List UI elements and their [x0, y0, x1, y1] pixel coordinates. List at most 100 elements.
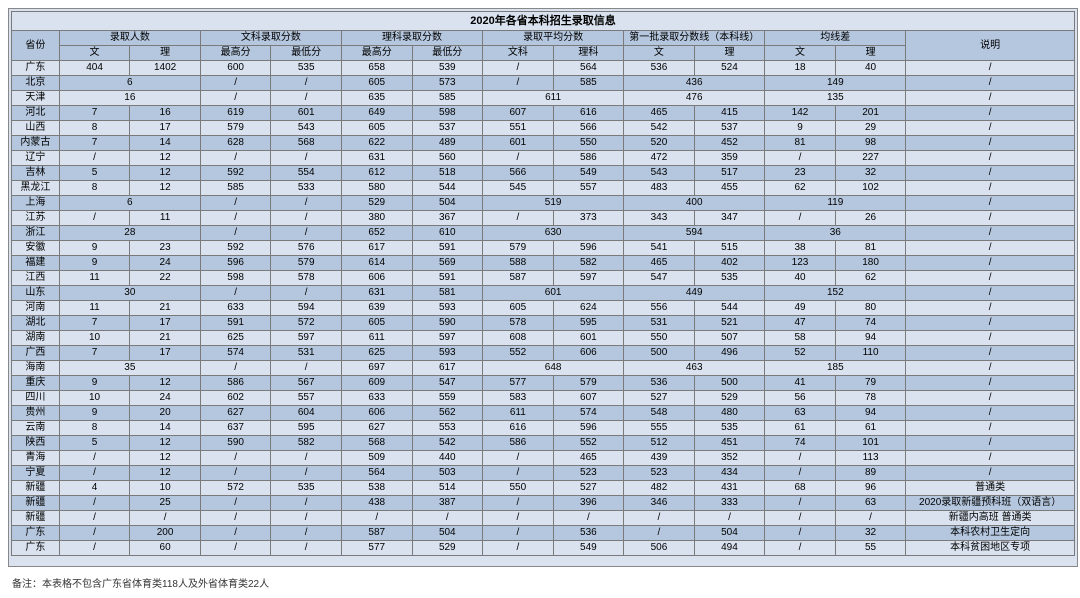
- cell: 396: [553, 496, 624, 511]
- sub-sci-max: 最高分: [341, 46, 412, 61]
- cell: /: [765, 511, 836, 526]
- cell: /: [59, 526, 130, 541]
- cell: 359: [694, 151, 765, 166]
- cell: 652: [341, 226, 412, 241]
- cell: 11: [59, 301, 130, 316]
- cell: 523: [553, 466, 624, 481]
- cell: /: [906, 331, 1075, 346]
- cell: 上海: [12, 196, 60, 211]
- cell: 529: [412, 541, 483, 556]
- cell: 青海: [12, 451, 60, 466]
- cell: 本科贫困地区专项: [906, 541, 1075, 556]
- cell: 47: [765, 316, 836, 331]
- cell: 606: [341, 406, 412, 421]
- cell: /: [765, 466, 836, 481]
- cell: 567: [271, 376, 342, 391]
- cell: 200: [130, 526, 201, 541]
- cell: 619: [200, 106, 271, 121]
- footnote: 备注：本表格不包含广东省体育类118人及外省体育类22人: [8, 575, 1072, 590]
- cell: 5: [59, 436, 130, 451]
- cell: 463: [624, 361, 765, 376]
- cell: 591: [200, 316, 271, 331]
- cell: /: [200, 541, 271, 556]
- cell: 550: [483, 481, 554, 496]
- cell: 593: [412, 346, 483, 361]
- cell: 611: [483, 91, 624, 106]
- cell: /: [906, 226, 1075, 241]
- table-row: 福建924596579614569588582465402123180/: [12, 256, 1075, 271]
- cell: /: [906, 286, 1075, 301]
- cell: /: [906, 121, 1075, 136]
- cell: 185: [765, 361, 906, 376]
- table-row: 天津16//635585611476135/: [12, 91, 1075, 106]
- cell: 347: [694, 211, 765, 226]
- cell: /: [906, 181, 1075, 196]
- cell: /: [412, 511, 483, 526]
- cell: 472: [624, 151, 695, 166]
- cell: /: [906, 376, 1075, 391]
- cell: 587: [483, 271, 554, 286]
- sub-diff-li: 理: [835, 46, 906, 61]
- cell: 611: [341, 331, 412, 346]
- cell: 578: [271, 271, 342, 286]
- cell: 4: [59, 481, 130, 496]
- cell: /: [765, 211, 836, 226]
- cell: 湖南: [12, 331, 60, 346]
- cell: 7: [59, 106, 130, 121]
- cell: 60: [130, 541, 201, 556]
- cell: 630: [483, 226, 624, 241]
- cell: 81: [765, 136, 836, 151]
- cell: 535: [271, 481, 342, 496]
- cell: 12: [130, 151, 201, 166]
- cell: 149: [765, 76, 906, 91]
- cell: 9: [59, 376, 130, 391]
- cell: 548: [624, 406, 695, 421]
- cell: 8: [59, 421, 130, 436]
- cell: 568: [341, 436, 412, 451]
- cell: 402: [694, 256, 765, 271]
- cell: 566: [553, 121, 624, 136]
- cell: 400: [624, 196, 765, 211]
- cell: 598: [200, 271, 271, 286]
- cell: /: [906, 106, 1075, 121]
- cell: 535: [694, 421, 765, 436]
- cell: 583: [483, 391, 554, 406]
- cell: 582: [271, 436, 342, 451]
- cell: 596: [553, 421, 624, 436]
- cell: 河北: [12, 106, 60, 121]
- cell: /: [483, 496, 554, 511]
- cell: /: [271, 511, 342, 526]
- cell: 68: [765, 481, 836, 496]
- cell: 504: [412, 526, 483, 541]
- cell: 重庆: [12, 376, 60, 391]
- cell: 22: [130, 271, 201, 286]
- cell: 465: [624, 256, 695, 271]
- cell: 627: [200, 406, 271, 421]
- cell: /: [906, 271, 1075, 286]
- cell: /: [200, 361, 271, 376]
- cell: /: [271, 526, 342, 541]
- cell: 北京: [12, 76, 60, 91]
- cell: 陕西: [12, 436, 60, 451]
- cell: 436: [624, 76, 765, 91]
- cell: 29: [835, 121, 906, 136]
- col-arts-score: 文科录取分数: [200, 31, 341, 46]
- table-row: 云南8146375956275536165965555356161/: [12, 421, 1075, 436]
- cell: /: [200, 211, 271, 226]
- cell: /: [483, 541, 554, 556]
- cell: 509: [341, 451, 412, 466]
- cell: 94: [835, 331, 906, 346]
- table-row: 江苏/11//380367/373343347/26/: [12, 211, 1075, 226]
- cell: /: [200, 526, 271, 541]
- cell: /: [906, 136, 1075, 151]
- cell: /: [765, 151, 836, 166]
- table-title: 2020年各省本科招生录取信息: [12, 12, 1075, 31]
- cell: /: [59, 151, 130, 166]
- cell: 四川: [12, 391, 60, 406]
- cell: 438: [341, 496, 412, 511]
- cell: 547: [624, 271, 695, 286]
- cell: 612: [341, 166, 412, 181]
- table-row: 海南35//697617648463185/: [12, 361, 1075, 376]
- col-province: 省份: [12, 31, 60, 61]
- table-row: 江西11225985786065915875975475354062/: [12, 271, 1075, 286]
